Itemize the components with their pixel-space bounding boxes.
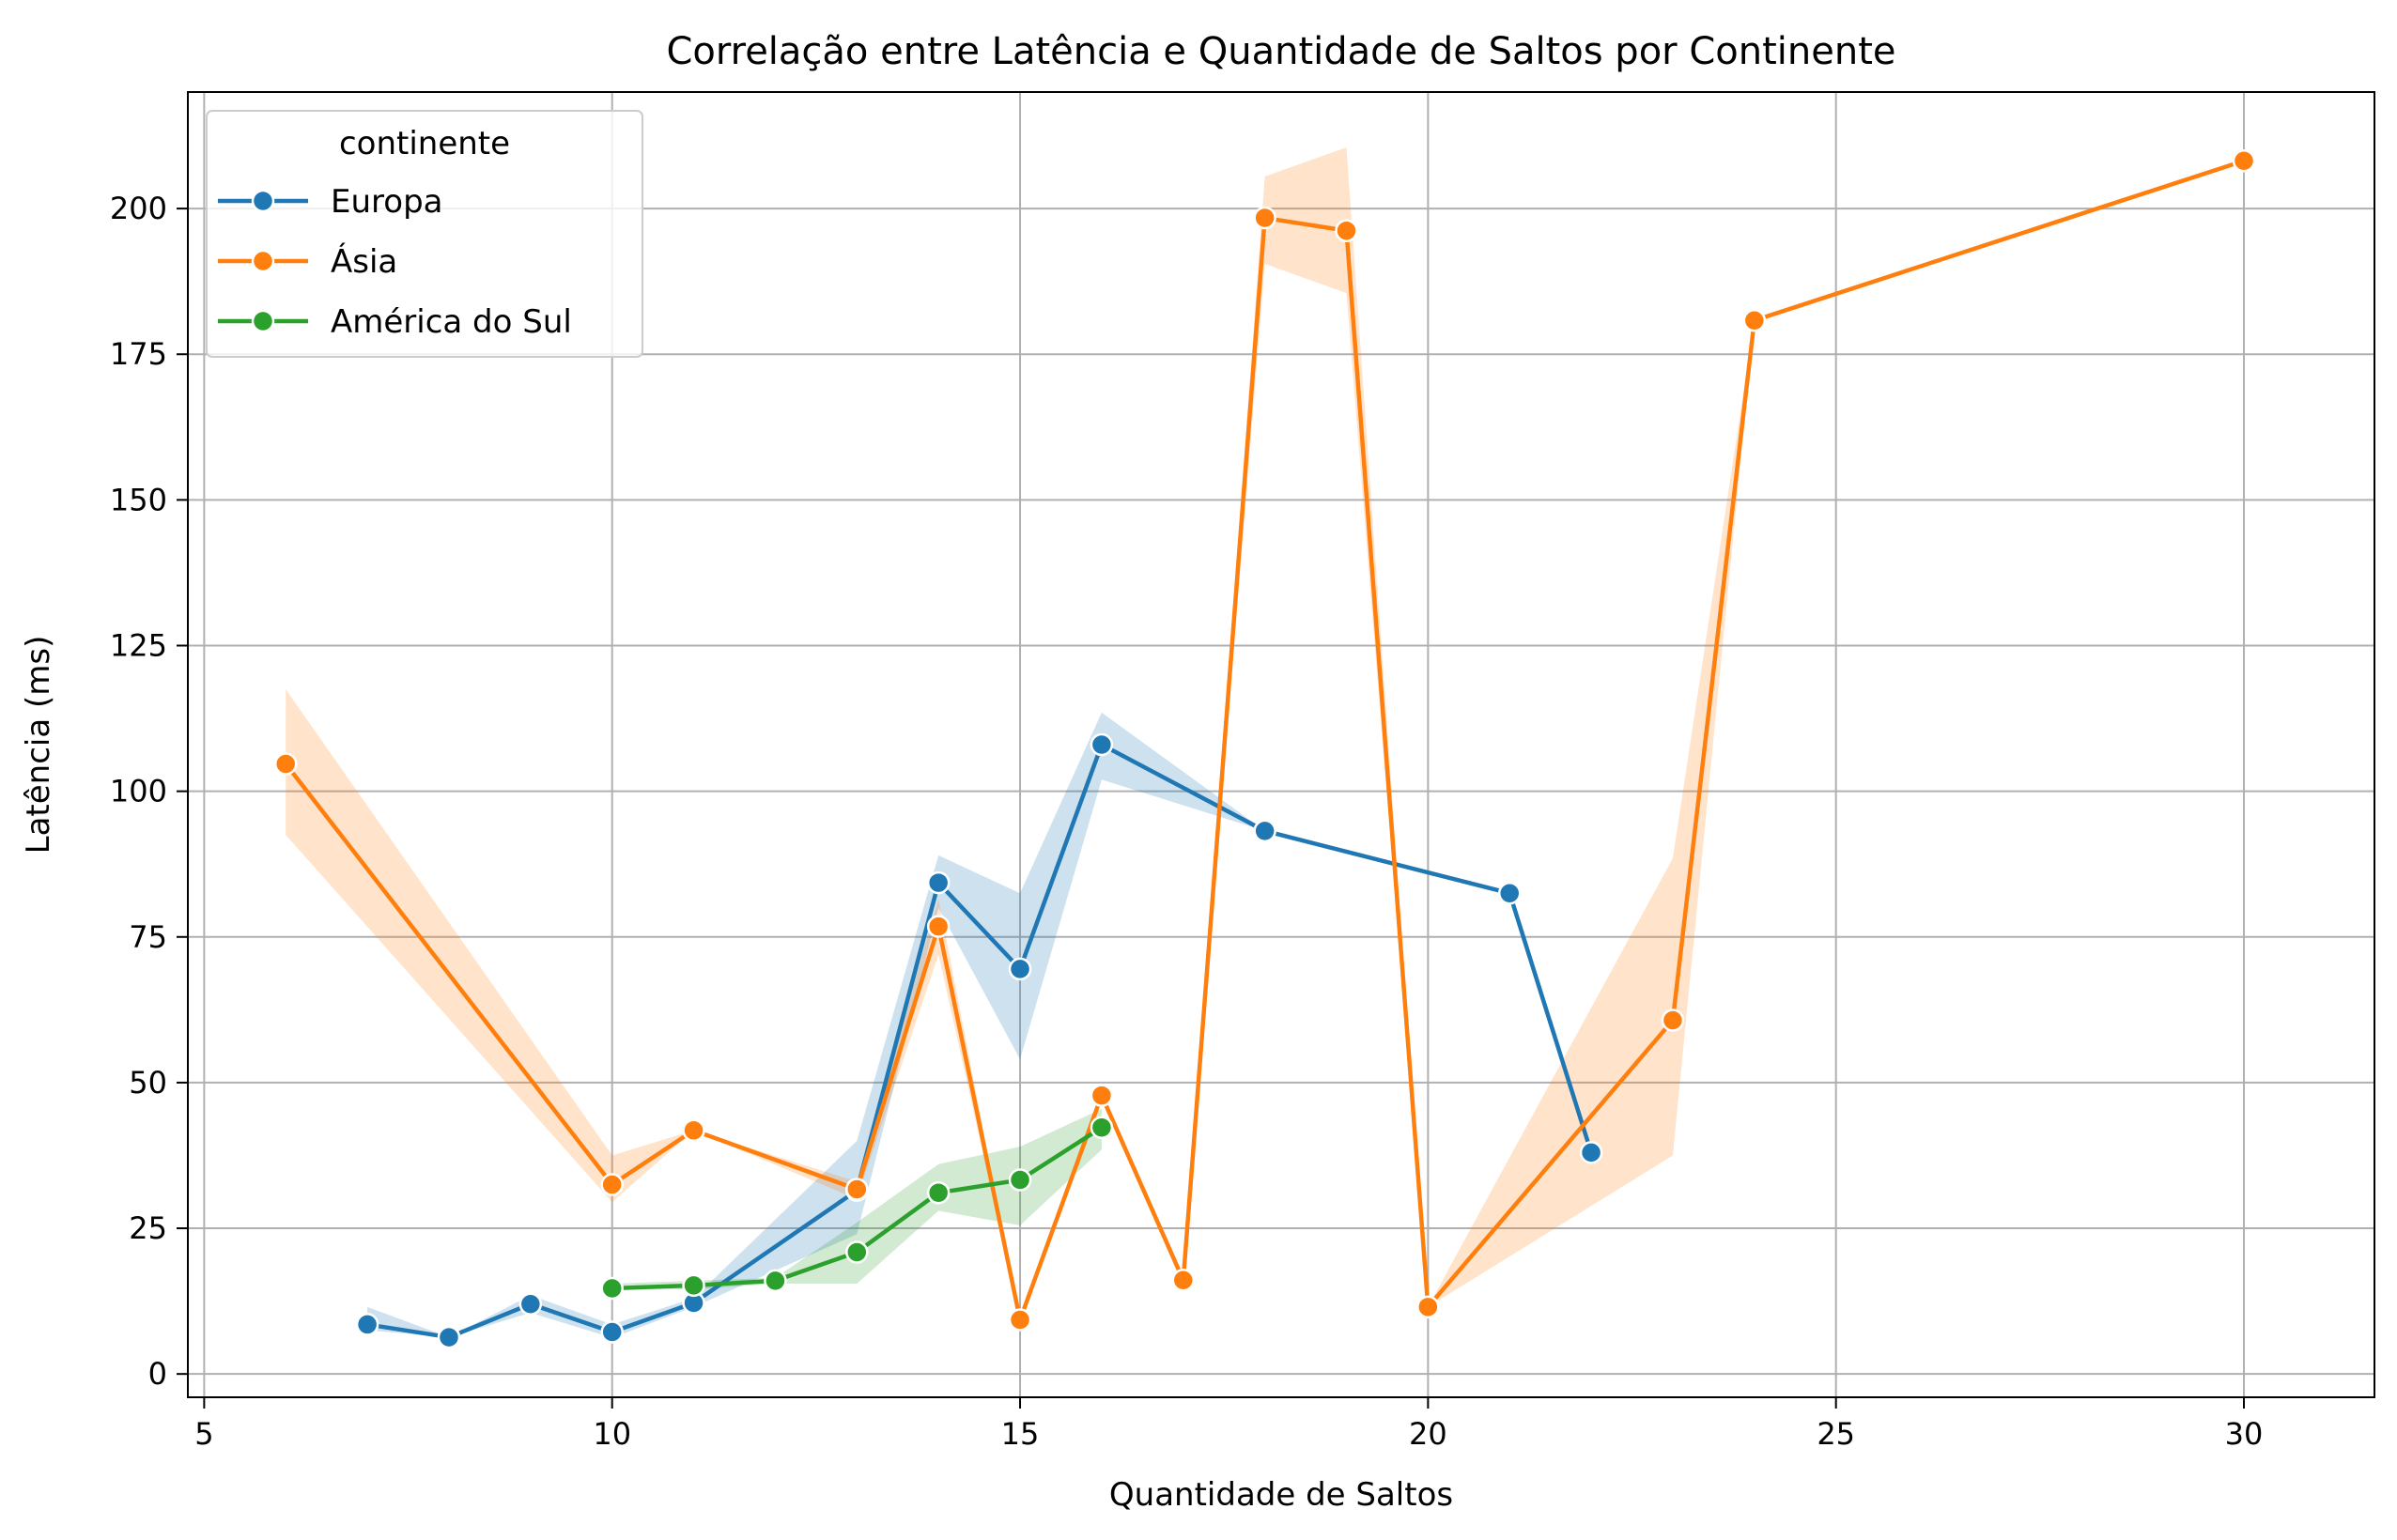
legend: continente Europa Ásia América do Sul <box>206 110 643 358</box>
data-point <box>926 870 951 895</box>
y-tick-label: 200 <box>110 191 167 226</box>
data-point <box>845 1240 869 1264</box>
x-tick-label: 10 <box>593 1416 631 1452</box>
data-point <box>518 1292 543 1316</box>
data-point <box>1416 1295 1440 1319</box>
legend-items: Europa Ásia América do Sul <box>218 183 572 341</box>
axis-ticks: 5 10 15 20 25 30 0 25 50 75 100 125 150 175 200 <box>110 191 2263 1452</box>
data-point <box>1579 1141 1603 1164</box>
data-point <box>1008 1308 1032 1332</box>
data-point <box>764 1269 787 1293</box>
legend-label: Ásia <box>331 242 397 281</box>
data-point <box>1090 1116 1114 1139</box>
data-point <box>600 1173 624 1196</box>
data-point <box>1171 1269 1196 1292</box>
data-point <box>845 1178 869 1201</box>
series-line <box>366 742 1594 1340</box>
chart-title: Correlação entre Latência e Quantidade d… <box>666 30 1895 73</box>
data-point <box>1742 309 1767 332</box>
legend-label: Europa <box>331 183 442 221</box>
y-tick-label: 50 <box>129 1065 167 1101</box>
x-tick-label: 5 <box>194 1416 213 1452</box>
data-point <box>1090 732 1114 757</box>
data-point <box>1008 1168 1032 1192</box>
data-point <box>600 1276 624 1301</box>
legend-label: América do Sul <box>331 303 572 341</box>
data-point <box>926 1180 951 1205</box>
y-tick-label: 175 <box>110 336 167 372</box>
legend-box <box>206 110 643 358</box>
data-point <box>926 915 951 938</box>
y-tick-label: 25 <box>129 1210 167 1246</box>
data-point <box>1497 881 1522 905</box>
data-point <box>355 1313 379 1336</box>
data-point <box>1090 1084 1114 1107</box>
x-tick-label: 15 <box>1001 1416 1040 1452</box>
data-point <box>2232 148 2256 173</box>
series-line <box>284 159 2245 1322</box>
x-tick-label: 25 <box>1817 1416 1855 1452</box>
data-point <box>600 1320 624 1344</box>
x-tick-label: 30 <box>2225 1416 2264 1452</box>
y-tick-label: 150 <box>110 482 167 517</box>
legend-marker <box>251 309 275 333</box>
x-axis-label: Quantidade de Saltos <box>1109 1476 1453 1514</box>
y-tick-label: 0 <box>148 1356 167 1392</box>
y-tick-label: 100 <box>110 774 167 809</box>
plot-frame <box>187 91 2375 1398</box>
x-tick-label: 20 <box>1409 1416 1447 1452</box>
legend-marker <box>251 189 275 213</box>
data-point <box>1253 819 1276 843</box>
series-points <box>273 148 2256 1349</box>
data-point <box>682 1118 705 1143</box>
y-axis-label: Latência (ms) <box>20 636 57 855</box>
y-tick-label: 75 <box>129 919 167 955</box>
legend-marker <box>251 249 275 273</box>
data-point <box>682 1273 705 1298</box>
data-point <box>437 1325 461 1349</box>
data-point <box>1253 206 1276 230</box>
y-tick-label: 125 <box>110 628 167 664</box>
data-point <box>1661 1009 1685 1032</box>
data-point <box>1008 957 1032 981</box>
data-point <box>273 752 298 776</box>
legend-title: continente <box>339 125 510 162</box>
data-point <box>1335 219 1358 242</box>
grid <box>188 92 2374 1397</box>
